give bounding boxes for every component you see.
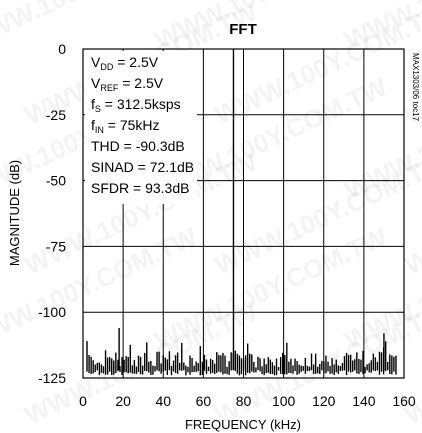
x-tick-label: 0	[79, 393, 87, 409]
x-axis-label: FREQUENCY (kHz)	[185, 417, 301, 432]
y-tick-labels: 0 -25 -50 -75 -100 -125	[38, 41, 66, 386]
annotation-line: THD = -90.3dB	[91, 138, 185, 154]
fft-series	[86, 49, 397, 376]
figure-id: MAX1303/06 toc17	[411, 53, 420, 122]
x-tick-label: 40	[155, 393, 171, 409]
x-tick-label: 80	[236, 393, 252, 409]
x-tick-label: 140	[352, 393, 376, 409]
y-tick-label: -50	[46, 173, 66, 189]
annotation-line: VDD = 2.5V	[91, 54, 159, 72]
x-tick-label: 160	[392, 393, 416, 409]
annotation-box: VDD = 2.5V VREF = 2.5V fS = 312.5ksps fIN =…	[85, 51, 197, 204]
x-tick-label: 60	[196, 393, 212, 409]
chart-title: FFT	[229, 21, 257, 38]
y-tick-label: -75	[46, 238, 66, 254]
annotation-line: fS = 312.5ksps	[91, 96, 181, 114]
y-tick-label: -100	[38, 304, 66, 320]
x-tick-label: 100	[272, 393, 296, 409]
annotation-line: SFDR = 93.3dB	[91, 180, 189, 196]
grid	[83, 49, 404, 378]
y-tick-label: -125	[38, 370, 66, 386]
annotation-line: VREF = 2.5V	[91, 75, 164, 93]
y-axis-label: MAGNITUDE (dB)	[7, 160, 22, 266]
x-tick-labels: 0 20 40 60 80 100 120 140 160	[79, 393, 416, 409]
x-tick-label: 120	[312, 393, 336, 409]
annotation-background	[85, 51, 197, 204]
y-tick-label: -25	[46, 107, 66, 123]
x-tick-label: 20	[115, 393, 131, 409]
annotation-line: fIN = 75kHz	[91, 117, 160, 135]
plot-frame	[82, 48, 405, 379]
y-tick-label: 0	[58, 41, 66, 57]
annotation-line: SINAD = 72.1dB	[91, 159, 194, 175]
